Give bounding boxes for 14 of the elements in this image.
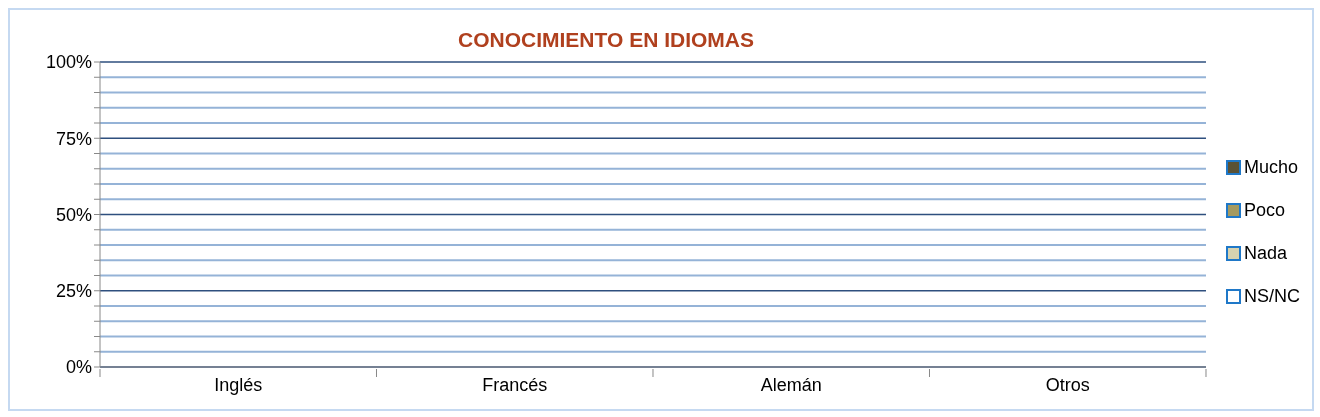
y-tick-label: 75% <box>55 128 92 149</box>
y-tick-label: 25% <box>55 281 92 302</box>
y-tick-label: 50% <box>55 204 92 225</box>
x-tick-label: Inglés <box>214 375 263 395</box>
x-tick-label: Otros <box>1045 375 1090 395</box>
chart-title: CONOCIMIENTO EN IDIOMAS <box>457 27 755 52</box>
legend-label: NS/NC <box>1243 286 1300 307</box>
y-tick-label: 0% <box>65 357 92 378</box>
legend-label: Poco <box>1243 200 1286 221</box>
y-tick-label: 100% <box>45 52 92 73</box>
x-tick-label: Alemán <box>760 375 822 395</box>
legend-label: Nada <box>1243 243 1288 264</box>
legend-label: Mucho <box>1243 157 1299 178</box>
x-tick-label: Francés <box>482 375 548 395</box>
